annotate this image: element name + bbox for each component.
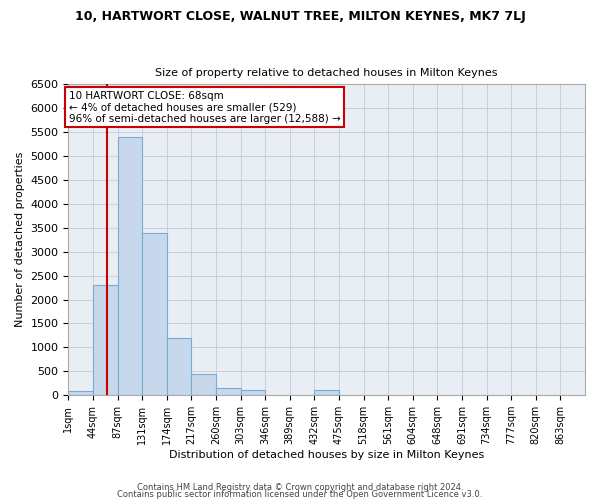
Title: Size of property relative to detached houses in Milton Keynes: Size of property relative to detached ho… xyxy=(155,68,498,78)
X-axis label: Distribution of detached houses by size in Milton Keynes: Distribution of detached houses by size … xyxy=(169,450,484,460)
Bar xyxy=(167,338,191,395)
Bar xyxy=(142,232,167,395)
Text: 10 HARTWORT CLOSE: 68sqm
← 4% of detached houses are smaller (529)
96% of semi-d: 10 HARTWORT CLOSE: 68sqm ← 4% of detache… xyxy=(69,90,341,124)
Bar xyxy=(241,390,265,395)
Y-axis label: Number of detached properties: Number of detached properties xyxy=(15,152,25,328)
Text: Contains HM Land Registry data © Crown copyright and database right 2024.: Contains HM Land Registry data © Crown c… xyxy=(137,484,463,492)
Bar xyxy=(191,374,216,395)
Bar xyxy=(118,137,142,395)
Text: Contains public sector information licensed under the Open Government Licence v3: Contains public sector information licen… xyxy=(118,490,482,499)
Bar xyxy=(314,390,339,395)
Bar xyxy=(68,392,93,395)
Text: 10, HARTWORT CLOSE, WALNUT TREE, MILTON KEYNES, MK7 7LJ: 10, HARTWORT CLOSE, WALNUT TREE, MILTON … xyxy=(74,10,526,23)
Bar xyxy=(216,388,241,395)
Bar xyxy=(93,285,118,395)
